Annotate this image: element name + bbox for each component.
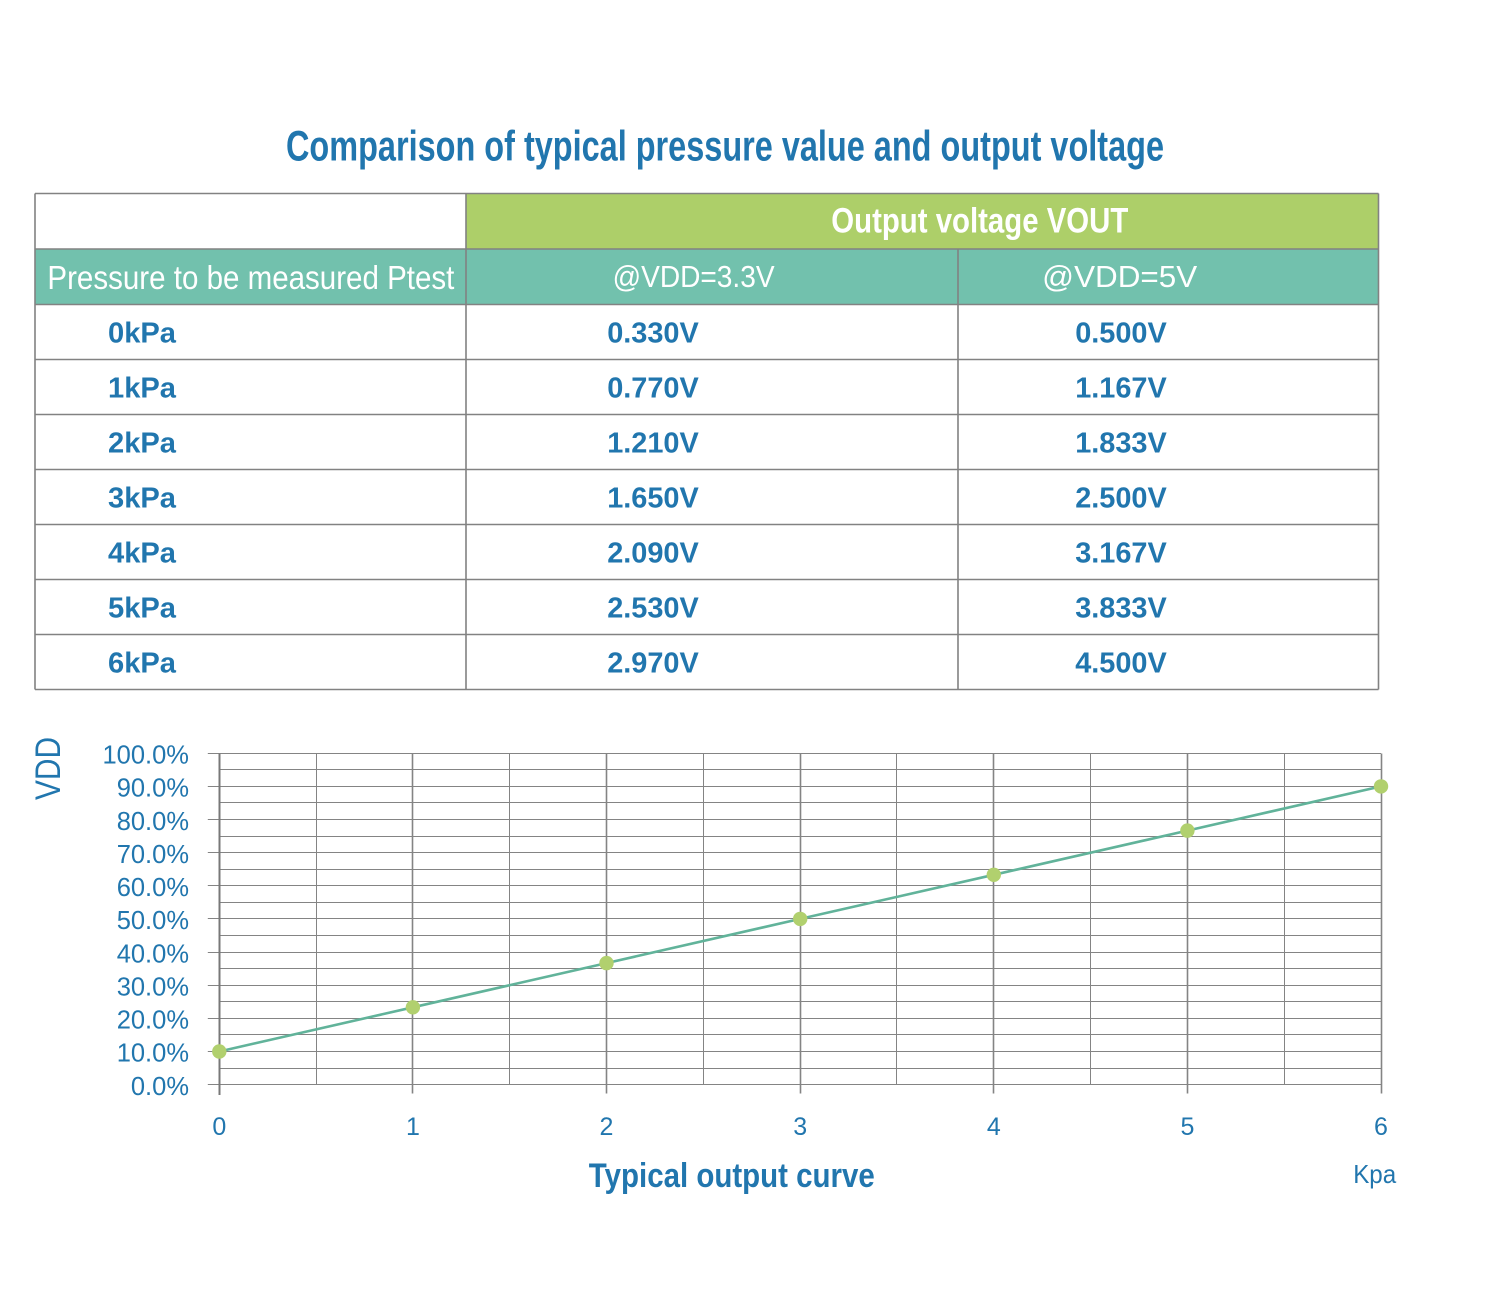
svg-text:Kpa: Kpa [1353,1159,1396,1189]
svg-text:2.090V: 2.090V [607,538,699,570]
svg-text:80.0%: 80.0% [117,808,189,836]
svg-text:Typical output curve: Typical output curve [589,1157,875,1195]
svg-text:5kPa: 5kPa [108,593,177,625]
svg-text:20.0%: 20.0% [117,1007,189,1035]
svg-text:0kPa: 0kPa [108,318,177,350]
svg-text:1.650V: 1.650V [607,483,699,515]
svg-text:50.0%: 50.0% [117,907,189,935]
svg-text:60.0%: 60.0% [117,874,189,902]
svg-text:Pressure to be measured Ptest: Pressure to be measured Ptest [47,259,454,296]
svg-text:1.167V: 1.167V [1075,373,1167,405]
svg-text:2: 2 [600,1113,614,1141]
svg-text:3: 3 [793,1113,807,1141]
svg-text:2kPa: 2kPa [108,428,177,460]
svg-text:0.770V: 0.770V [607,373,699,405]
svg-text:1kPa: 1kPa [108,373,177,405]
svg-text:2.970V: 2.970V [607,648,699,680]
svg-text:90.0%: 90.0% [117,775,189,803]
svg-text:VDD: VDD [29,737,68,800]
svg-text:10.0%: 10.0% [117,1040,189,1068]
svg-text:1: 1 [406,1113,420,1141]
svg-text:0.330V: 0.330V [607,318,699,350]
svg-text:Comparison of typical pressure: Comparison of typical pressure value and… [286,123,1164,170]
svg-text:4: 4 [987,1113,1001,1141]
svg-text:0: 0 [212,1113,226,1141]
svg-text:3.833V: 3.833V [1075,593,1167,625]
svg-text:4kPa: 4kPa [108,538,177,570]
svg-text:100.0%: 100.0% [103,742,190,770]
svg-text:0.0%: 0.0% [131,1073,189,1101]
svg-text:6kPa: 6kPa [108,648,177,680]
svg-text:3kPa: 3kPa [108,483,177,515]
svg-text:30.0%: 30.0% [117,973,189,1001]
svg-text:70.0%: 70.0% [117,841,189,869]
svg-text:@VDD=3.3V: @VDD=3.3V [613,259,775,294]
svg-text:6: 6 [1374,1113,1388,1141]
svg-text:1.210V: 1.210V [607,428,699,460]
svg-text:2.530V: 2.530V [607,593,699,625]
svg-text:1.833V: 1.833V [1075,428,1167,460]
svg-text:4.500V: 4.500V [1075,648,1167,680]
svg-text:40.0%: 40.0% [117,940,189,968]
svg-text:@VDD=5V: @VDD=5V [1042,259,1197,294]
svg-text:3.167V: 3.167V [1075,538,1167,570]
svg-text:5: 5 [1180,1113,1194,1141]
svg-text:Output voltage VOUT: Output voltage VOUT [831,202,1128,241]
svg-text:2.500V: 2.500V [1075,483,1167,515]
svg-text:0.500V: 0.500V [1075,318,1167,350]
